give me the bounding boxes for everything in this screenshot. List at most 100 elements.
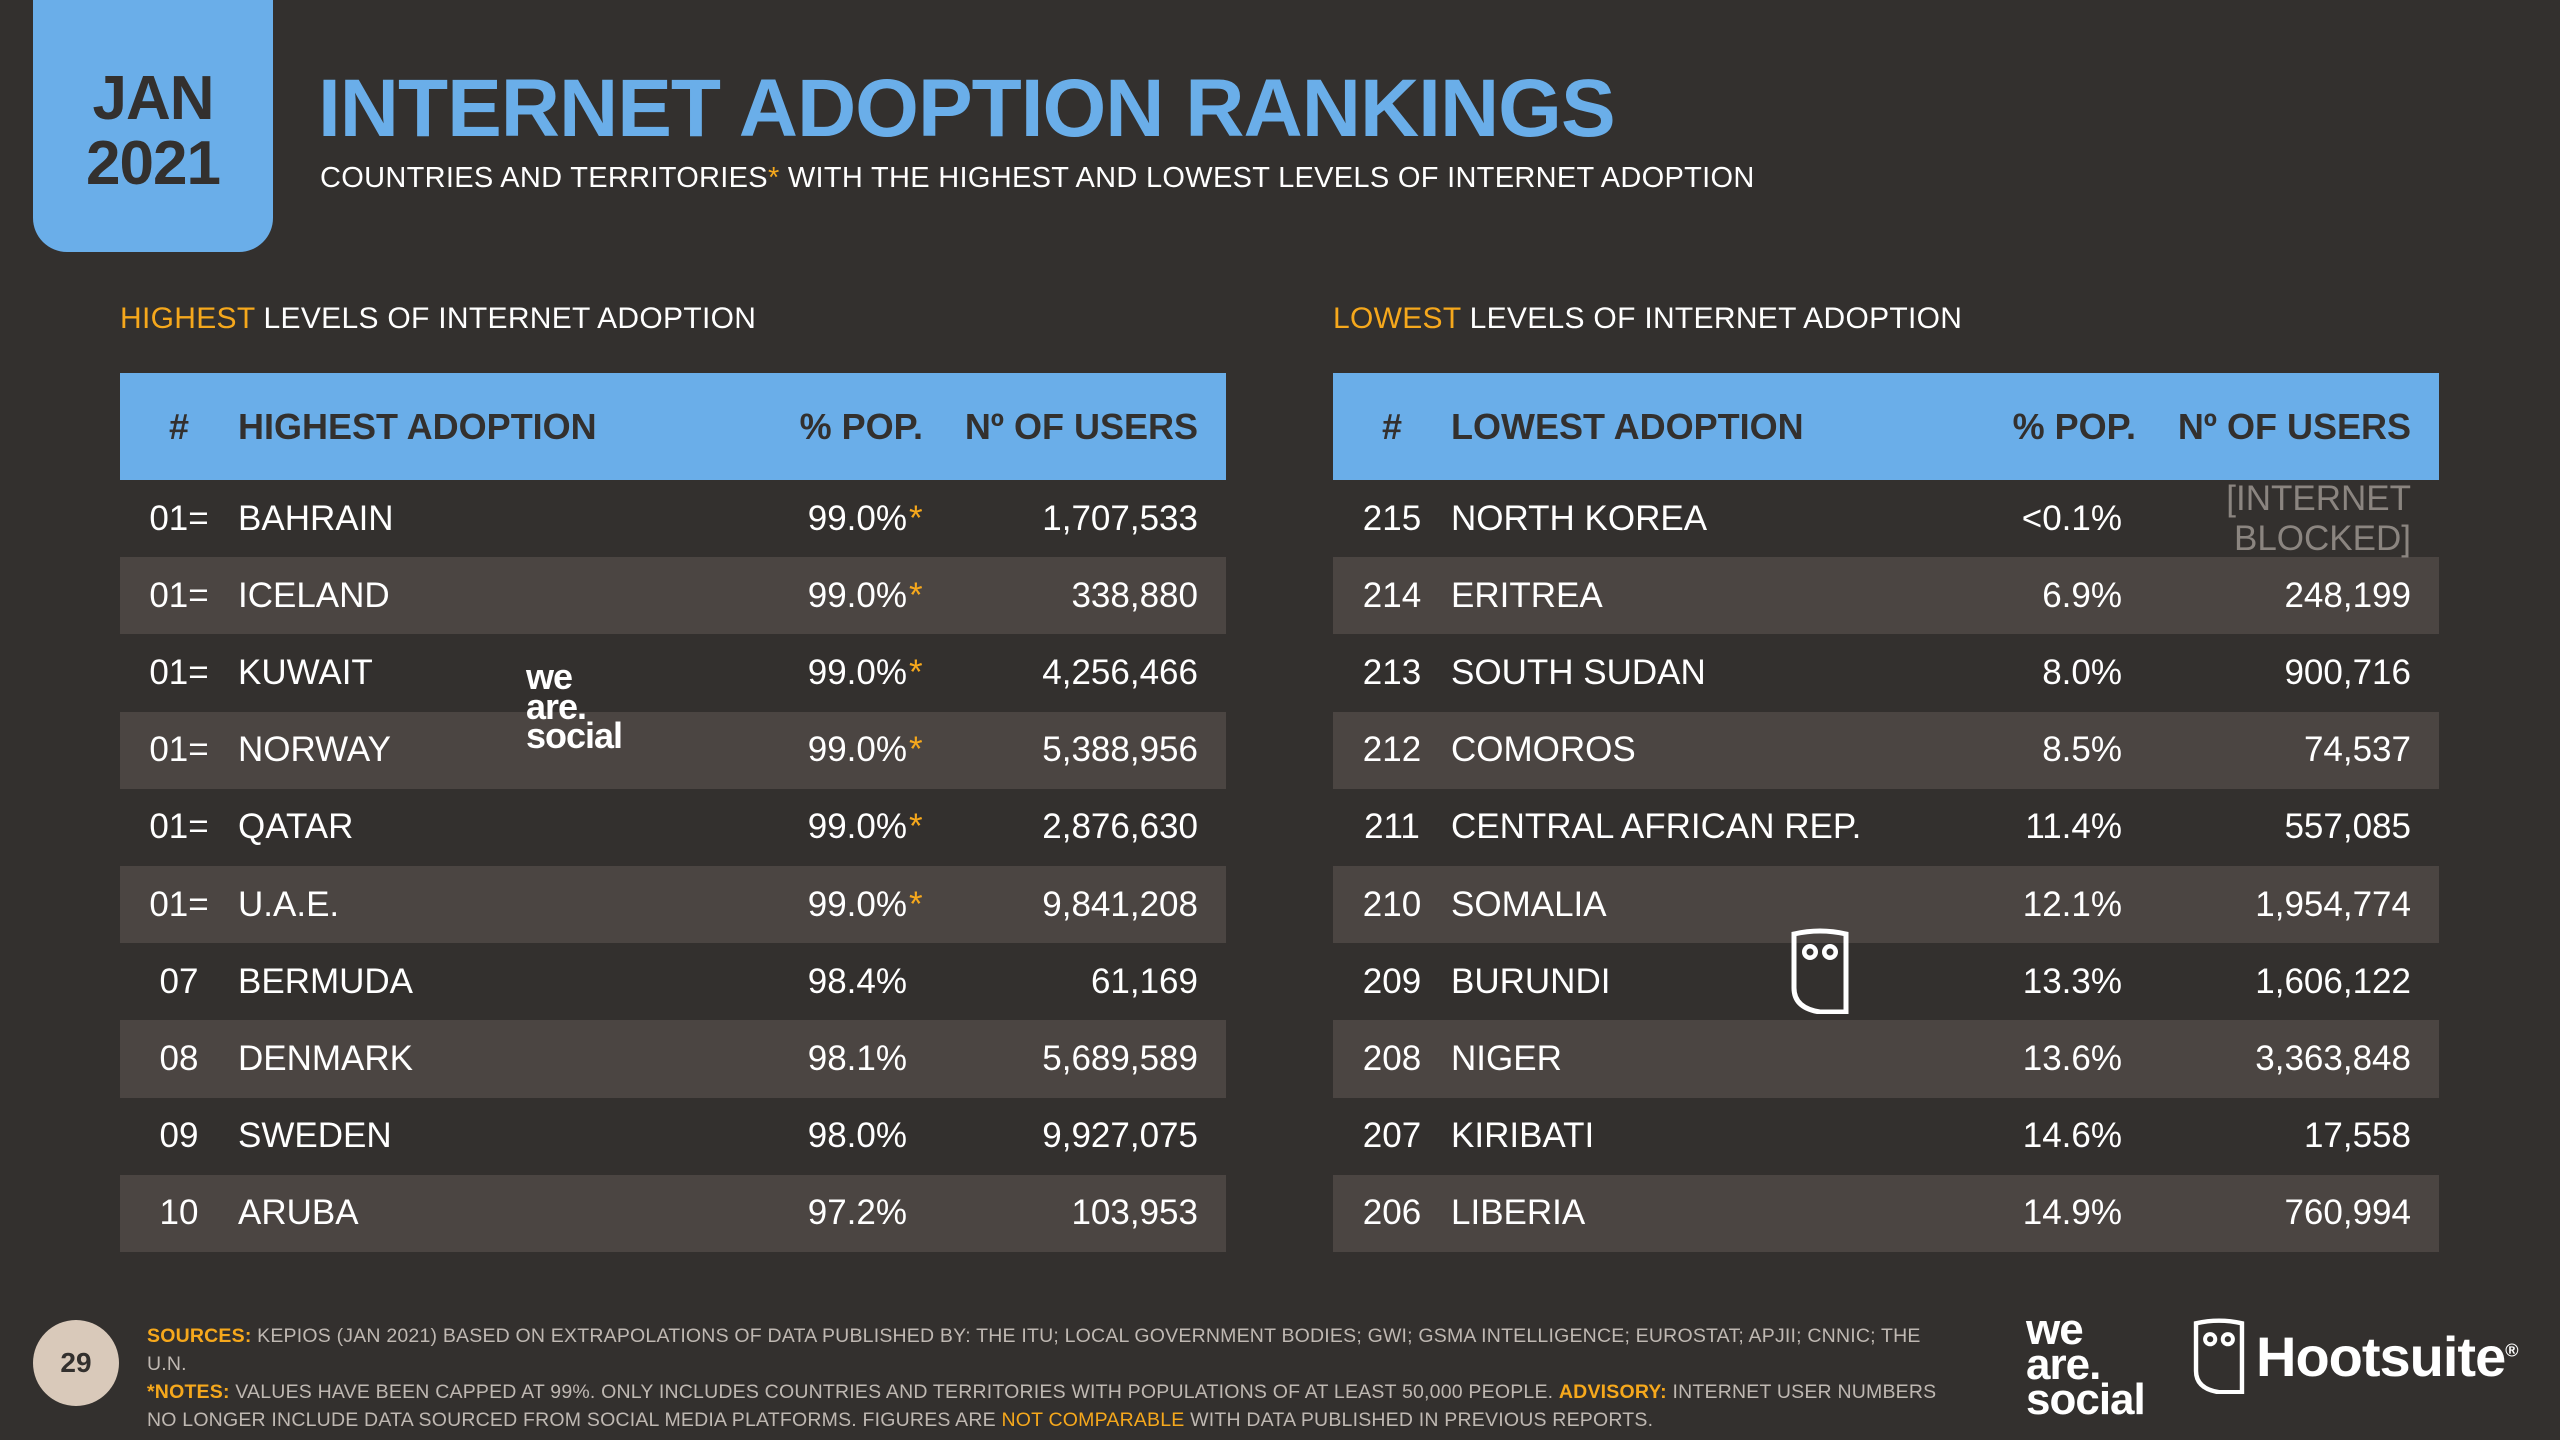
pop-cell: 12.1% — [1933, 885, 2136, 925]
table-row: 07 BERMUDA 98.4% 61,169 — [120, 943, 1226, 1020]
pop-cell: 14.9% — [1933, 1193, 2136, 1233]
table-row: 01= QATAR 99.0%* 2,876,630 — [120, 789, 1226, 866]
country-cell: ARUBA — [238, 1193, 359, 1233]
country-cell: CENTRAL AFRICAN REP. — [1451, 807, 1862, 847]
rank-cell: 212 — [1362, 730, 1422, 770]
pop-asterisk: * — [909, 575, 923, 615]
watermark-social: social — [526, 715, 623, 757]
rank-cell: 211 — [1364, 807, 1420, 847]
pop-cell: 98.4% — [720, 962, 923, 1002]
notes-label: *NOTES: — [147, 1381, 230, 1403]
rank-cell: 01= — [149, 807, 209, 847]
page-subtitle: COUNTRIES AND TERRITORIES* WITH THE HIGH… — [320, 162, 1755, 195]
table-row: 214 ERITREA 6.9% 248,199 — [1333, 557, 2439, 635]
col-pop: % POP. — [2012, 405, 2136, 447]
pop-value: 14.6% — [2022, 1116, 2122, 1156]
col-users: Nº OF USERS — [2177, 405, 2411, 447]
country-cell: SOMALIA — [1451, 884, 1607, 924]
rank-cell: 01= — [149, 652, 209, 692]
users-cell: 3,363,848 — [2255, 1038, 2411, 1078]
pop-cell: 97.2% — [720, 1193, 923, 1233]
country-cell: ERITREA — [1451, 575, 1603, 615]
users-cell: [INTERNET BLOCKED] — [2226, 478, 2411, 558]
highest-table-header: # HIGHEST ADOPTION % POP. Nº OF USERS — [120, 373, 1226, 480]
table-row: 211 CENTRAL AFRICAN REP. 11.4% 557,085 — [1333, 789, 2439, 866]
pop-cell: 8.5% — [1933, 730, 2136, 770]
watermark-are: are. — [526, 685, 587, 727]
country-cell: ICELAND — [238, 575, 390, 615]
pop-asterisk: * — [909, 884, 923, 924]
rank-cell: 209 — [1362, 961, 1422, 1001]
table-row: 01= BAHRAIN 99.0%* 1,707,533 — [120, 480, 1226, 557]
highest-heading-accent: HIGHEST — [120, 302, 255, 335]
sources-label: SOURCES: — [147, 1325, 252, 1347]
pop-cell: 99.0%* — [720, 807, 923, 847]
pop-value: 8.0% — [2042, 652, 2122, 692]
country-cell: DENMARK — [238, 1038, 414, 1078]
users-cell: 1,707,533 — [1042, 498, 1198, 538]
pop-cell: 11.4% — [1933, 807, 2136, 847]
rank-cell: 214 — [1362, 575, 1422, 615]
pop-asterisk: * — [909, 652, 923, 692]
country-cell: NORWAY — [238, 730, 391, 770]
not-comparable: NOT COMPARABLE — [1001, 1409, 1185, 1431]
col-rank: # — [168, 405, 190, 447]
rank-cell: 213 — [1362, 652, 1422, 692]
users-cell: 557,085 — [2284, 807, 2411, 847]
pop-cell: 99.0%* — [720, 885, 923, 925]
pop-cell: 13.3% — [1933, 962, 2136, 1002]
hootsuite-wordmark: Hootsuite® — [2256, 1324, 2519, 1389]
table-row: 206 LIBERIA 14.9% 760,994 — [1333, 1174, 2439, 1252]
watermark-we: we — [526, 656, 573, 697]
advisory-label: ADVISORY: — [1558, 1381, 1667, 1403]
table-row: 10 ARUBA 97.2% 103,953 — [120, 1174, 1226, 1252]
rank-cell: 01= — [149, 884, 209, 924]
users-cell: 2,876,630 — [1042, 807, 1198, 847]
lowest-heading-rest: LEVELS OF INTERNET ADOPTION — [1460, 302, 1963, 335]
col-country: LOWEST ADOPTION — [1451, 405, 1804, 447]
pop-value: 99.0% — [807, 884, 907, 924]
table-row: 01= KUWAIT 99.0%* 4,256,466 — [120, 634, 1226, 711]
hootsuite-logo: Hootsuite® — [2192, 1318, 2519, 1394]
country-cell: LIBERIA — [1451, 1193, 1586, 1233]
page-number: 29 — [33, 1320, 119, 1406]
country-cell: SWEDEN — [238, 1116, 392, 1156]
pop-cell: 8.0% — [1933, 653, 2136, 693]
table-row: 209 BURUNDI 13.3% 1,606,122 — [1333, 943, 2439, 1020]
users-cell: 1,954,774 — [2255, 884, 2411, 924]
logo-we: we — [2026, 1305, 2084, 1354]
rank-cell: 01= — [149, 730, 209, 770]
we-are-social-watermark: we are. social — [526, 656, 623, 757]
pop-value: 97.2% — [807, 1193, 907, 1233]
table-row: 213 SOUTH SUDAN 8.0% 900,716 — [1333, 634, 2439, 711]
table-row: 01= ICELAND 99.0%* 338,880 — [120, 557, 1226, 635]
advisory-end: WITH DATA PUBLISHED IN PREVIOUS REPORTS. — [1184, 1409, 1654, 1431]
users-cell: 338,880 — [1071, 575, 1198, 615]
rank-cell: 01= — [149, 498, 209, 538]
subtitle-asterisk: * — [767, 162, 780, 194]
table-row: 210 SOMALIA 12.1% 1,954,774 — [1333, 865, 2439, 944]
hootsuite-name: Hootsuite — [2256, 1324, 2506, 1388]
rank-cell: 07 — [159, 961, 199, 1001]
date-year: 2021 — [86, 129, 221, 198]
rank-cell: 08 — [159, 1038, 199, 1078]
country-cell: U.A.E. — [238, 884, 340, 924]
pop-value: 99.0% — [807, 730, 907, 770]
pop-value: 98.1% — [807, 1038, 907, 1078]
page-title: INTERNET ADOPTION RANKINGS — [318, 63, 1616, 154]
logo-are: are. — [2026, 1340, 2101, 1390]
pop-value: 8.5% — [2042, 730, 2122, 770]
users-cell: 1,606,122 — [2255, 961, 2411, 1001]
col-users: Nº OF USERS — [964, 405, 1198, 447]
users-cell: 9,841,208 — [1042, 884, 1198, 924]
users-cell: 5,689,589 — [1042, 1038, 1198, 1078]
users-cell: 760,994 — [2284, 1193, 2411, 1233]
pop-asterisk: * — [909, 807, 923, 847]
lowest-table-header: # LOWEST ADOPTION % POP. Nº OF USERS — [1333, 373, 2439, 480]
logo-social: social — [2026, 1375, 2146, 1425]
pop-cell: 99.0%* — [720, 576, 923, 616]
users-cell: 17,558 — [2303, 1116, 2411, 1156]
pop-value: 12.1% — [2022, 884, 2122, 924]
date-badge: JAN 2021 — [33, 0, 273, 252]
col-pop: % POP. — [799, 405, 923, 447]
